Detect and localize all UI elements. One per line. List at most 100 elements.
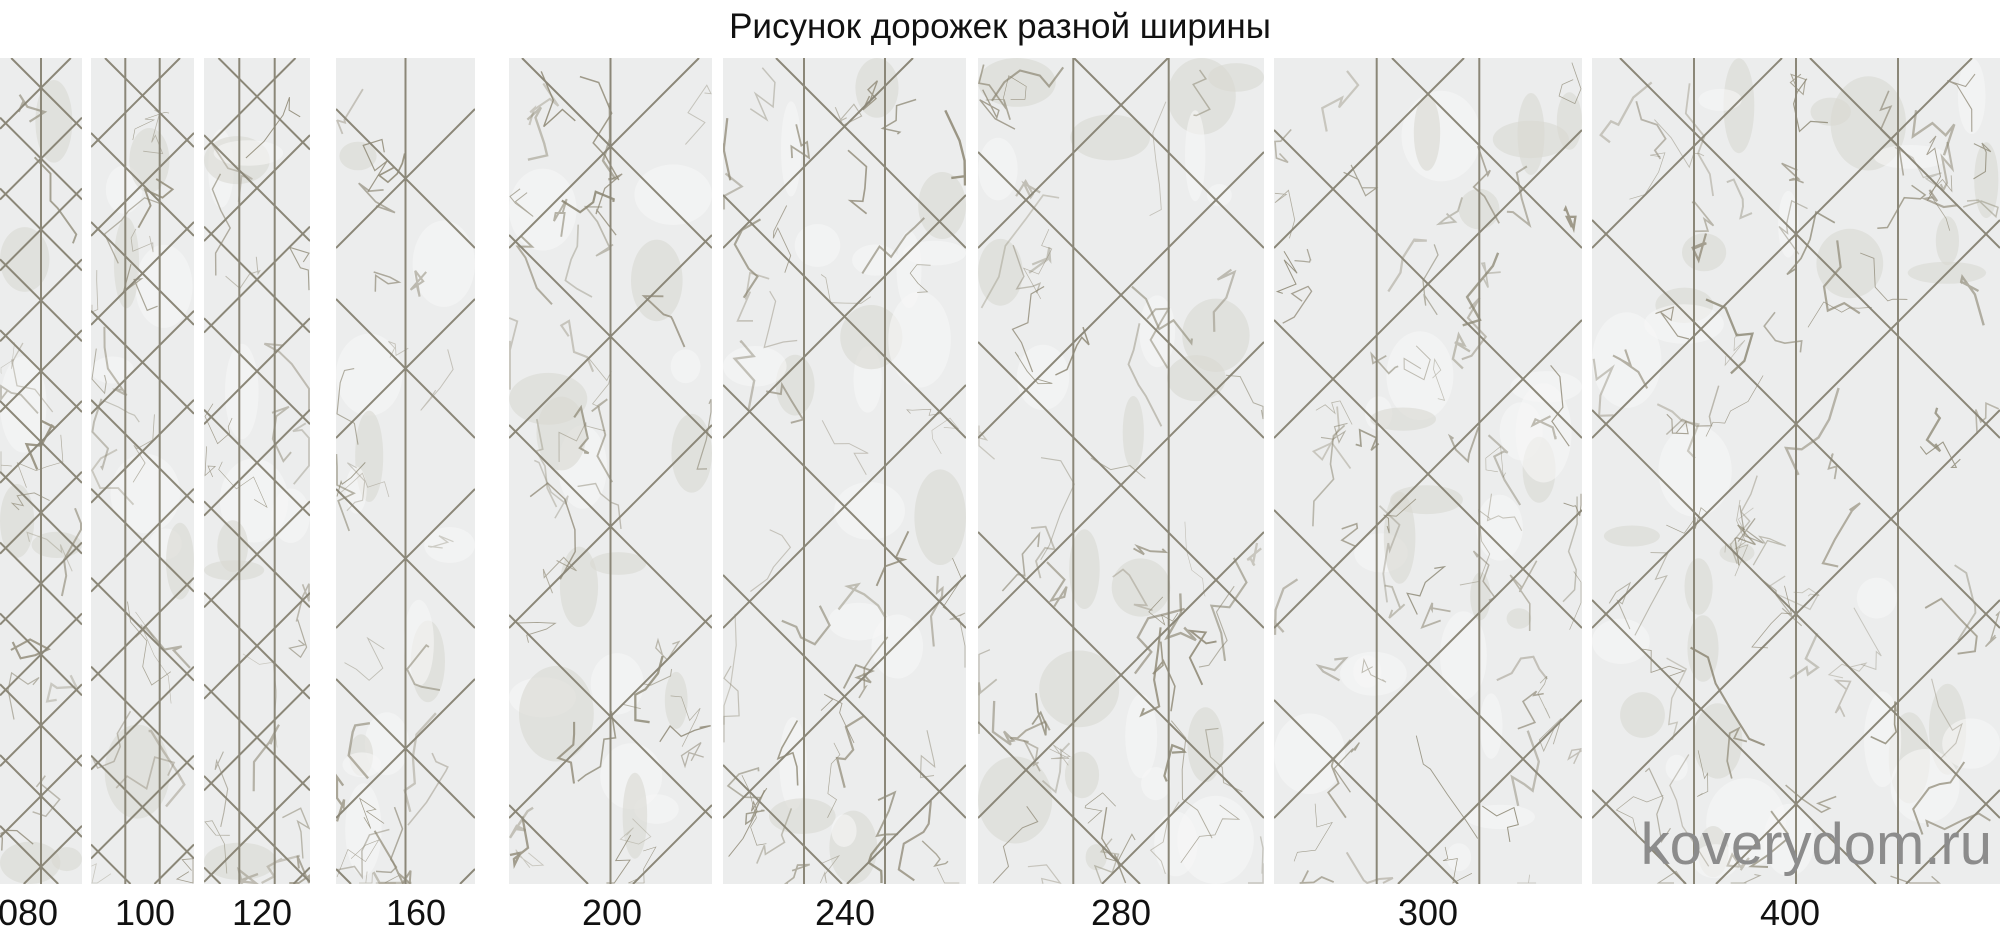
marble-vein [245, 97, 301, 159]
runner-panel-160 [336, 58, 475, 884]
marble-vein [33, 156, 78, 244]
marble-cloud [1816, 228, 1884, 299]
marble-vein [1345, 851, 1394, 884]
marble-vein [509, 188, 534, 217]
pattern-line [204, 592, 310, 700]
marble-cloud [664, 671, 688, 729]
marble-vein [1031, 693, 1047, 736]
width-label-200: 200 [581, 892, 643, 933]
marble-vein [1282, 285, 1313, 324]
marble-vein [577, 482, 622, 529]
marble-vein [336, 773, 346, 822]
marble-vein [1789, 73, 1807, 96]
marble-cloud [1620, 692, 1665, 738]
marble-vein [1378, 505, 1401, 603]
marble-vein [1472, 145, 1500, 224]
pattern-line [1274, 129, 1582, 439]
marble-vein [1691, 201, 1715, 233]
marble-vein [931, 417, 960, 454]
marble-vein [1320, 422, 1348, 444]
marble-vein [1152, 641, 1176, 712]
marble-vein [1665, 385, 1720, 436]
marble-vein [373, 830, 412, 884]
runner-panel-200 [509, 58, 712, 884]
marble-vein [847, 149, 868, 215]
pattern-line [91, 576, 194, 682]
marble-vein [1139, 627, 1162, 718]
pattern-line [10, 58, 82, 130]
marble-cloud [1167, 355, 1226, 402]
marble-vein [1737, 505, 1764, 544]
marble-vein [979, 89, 1016, 130]
marble-vein [1486, 493, 1523, 531]
marble-vein [263, 342, 310, 412]
marble-vein [91, 863, 112, 884]
marble-cloud [213, 140, 284, 166]
marble-vein [1928, 175, 1953, 231]
marble-vein [1422, 244, 1439, 316]
marble-vein [526, 106, 549, 161]
marble-vein [1962, 199, 1999, 219]
marble-vein [1192, 69, 1211, 117]
marble-vein [92, 710, 132, 770]
pattern-line [0, 187, 82, 272]
marble-vein [783, 863, 810, 884]
marble-vein [944, 109, 966, 186]
marble-vein [1093, 838, 1120, 884]
marble-cloud [1187, 707, 1224, 783]
pattern-line [723, 764, 843, 884]
marble-vein [288, 246, 310, 291]
marble-vein [358, 797, 385, 829]
marble-pattern [0, 58, 82, 884]
marble-vein [91, 270, 99, 313]
marble-vein [1767, 575, 1820, 611]
pattern-line [1715, 599, 2000, 884]
marble-vein [1163, 743, 1187, 782]
marble-vein [340, 472, 390, 498]
pattern-line [336, 108, 475, 249]
marble-vein [980, 194, 1060, 309]
width-label-400: 400 [1759, 892, 1821, 933]
pattern-line [204, 775, 310, 883]
marble-vein [1055, 326, 1090, 376]
marble-cloud [1665, 754, 1688, 781]
runner-panel-300 [1274, 58, 1582, 884]
marble-pattern [509, 58, 712, 884]
marble-vein [0, 384, 39, 415]
marble-vein [921, 840, 949, 867]
marble-vein [1041, 742, 1071, 794]
marble-vein [821, 420, 869, 476]
marble-cloud [914, 469, 966, 565]
marble-vein [1911, 110, 1956, 156]
pattern-line [91, 399, 194, 504]
pattern-line [0, 683, 82, 767]
marble-vein [1615, 795, 1664, 836]
marble-vein [732, 339, 756, 410]
marble-vein [1015, 179, 1041, 200]
marble-vein [1925, 407, 1942, 453]
marble-vein [733, 218, 762, 299]
marble-vein [1311, 406, 1352, 470]
marble-vein [1734, 524, 1756, 566]
marble-cloud [1274, 713, 1346, 794]
marble-vein [1315, 400, 1353, 425]
width-label-120: 120 [231, 892, 293, 933]
marble-cloud [1890, 749, 1960, 824]
marble-vein [1612, 349, 1649, 389]
marble-cloud [1957, 58, 1986, 134]
marble-vein [936, 867, 960, 884]
marble-vein [1343, 164, 1379, 197]
marble-cloud [1069, 529, 1100, 609]
marble-vein [236, 866, 259, 884]
marble-vein [336, 828, 390, 880]
marble-vein [991, 66, 1065, 102]
marble-vein [1028, 247, 1052, 274]
marble-vein [148, 729, 186, 808]
marble-vein [820, 274, 872, 304]
marble-pattern [1592, 58, 2000, 884]
marble-vein [1567, 748, 1582, 765]
pattern-line [0, 470, 82, 555]
width-label-280: 280 [1090, 892, 1152, 933]
marble-vein [535, 418, 558, 508]
marble-vein [1274, 189, 1296, 239]
